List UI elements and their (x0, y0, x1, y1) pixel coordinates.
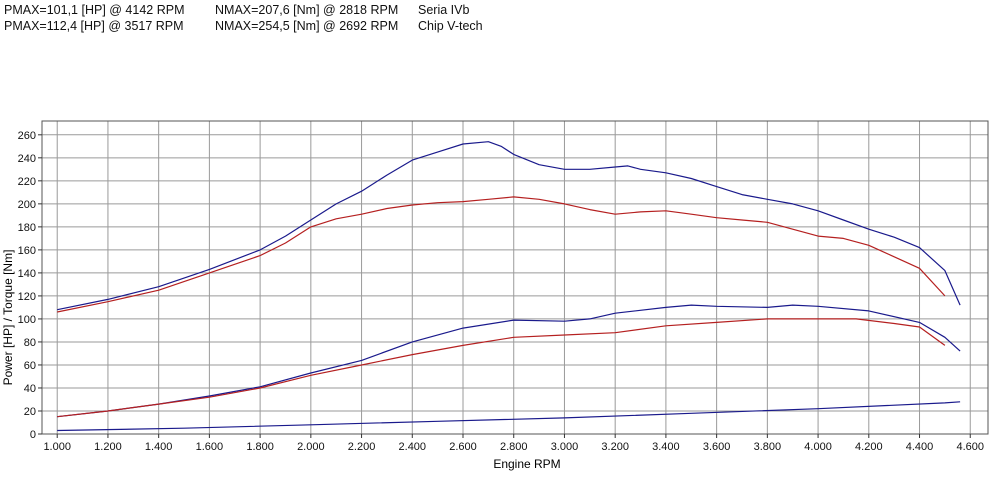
series-line-loss-chip (57, 401, 961, 432)
x-tick-label: 4.000 (804, 441, 832, 453)
x-tick-label: 3.400 (652, 441, 680, 453)
x-tick-label: 2.800 (500, 441, 528, 453)
y-tick-label: 200 (18, 199, 36, 211)
label-chip: Chip V-tech (418, 19, 483, 33)
y-axis-ticks: 0 20 40 60 80 100 120 140 160 180 200 220 240 260 (18, 130, 42, 441)
y-tick-label: 140 (18, 268, 36, 280)
x-tick-label: 2.200 (348, 441, 376, 453)
plot-frame (41, 120, 989, 435)
pmax-stock: PMAX=101,1 [HP] @ 4142 RPM (4, 3, 185, 17)
y-tick-label: 100 (18, 314, 36, 326)
series-line-torque-chip (57, 141, 961, 311)
y-tick-label: 220 (18, 176, 36, 188)
y-tick-label: 60 (24, 360, 36, 372)
x-tick-label: 1.000 (43, 441, 71, 453)
y-tick-label: 260 (18, 130, 36, 142)
x-tick-label: 3.600 (703, 441, 731, 453)
y-tick-label: 120 (18, 291, 36, 303)
pmax-chip: PMAX=112,4 [HP] @ 3517 RPM (4, 19, 184, 33)
x-tick-label: 4.400 (906, 441, 934, 453)
nmax-stock: NMAX=207,6 [Nm] @ 2818 RPM (215, 3, 399, 17)
x-axis-ticks: 1.000 1.200 1.400 1.600 1.800 2.000 2.200 2.400… (43, 434, 984, 453)
x-tick-label: 1.200 (94, 441, 122, 453)
y-tick-label: 80 (24, 337, 36, 349)
header-block: PMAX=101,1 [HP] @ 4142 RPM NMAX=207,6 [N… (4, 2, 483, 34)
y-tick-label: 0 (30, 429, 36, 441)
y-tick-label: 180 (18, 222, 36, 234)
x-tick-label: 4.600 (956, 441, 984, 453)
series-group (57, 141, 961, 432)
x-tick-label: 3.000 (551, 441, 579, 453)
header-row-chip: PMAX=112,4 [HP] @ 3517 RPM NMAX=254,5 [N… (4, 18, 483, 34)
label-stock: Seria IVb (418, 3, 470, 17)
x-tick-label: 4.200 (855, 441, 883, 453)
y-tick-label: 20 (24, 406, 36, 418)
x-tick-label: 3.800 (754, 441, 782, 453)
x-tick-label: 2.600 (449, 441, 477, 453)
x-tick-label: 1.600 (196, 441, 224, 453)
nmax-chip: NMAX=254,5 [Nm] @ 2692 RPM (215, 19, 399, 33)
x-tick-label: 2.000 (297, 441, 325, 453)
plot-area (42, 121, 988, 434)
y-tick-label: 160 (18, 245, 36, 257)
y-tick-label: 240 (18, 153, 36, 165)
x-tick-label: 1.400 (145, 441, 173, 453)
series-line-torque-stock (57, 196, 946, 313)
x-axis-label: Engine RPM (493, 457, 560, 471)
y-tick-label: 40 (24, 383, 36, 395)
x-tick-label: 3.200 (601, 441, 629, 453)
series-line-power-chip (57, 304, 961, 418)
header-row-stock: PMAX=101,1 [HP] @ 4142 RPM NMAX=207,6 [N… (4, 2, 483, 18)
x-tick-label: 2.400 (399, 441, 427, 453)
series-line-power-stock (57, 318, 946, 418)
x-tick-label: 1.800 (246, 441, 274, 453)
y-axis-label: Power [HP] / Torque [Nm] (1, 250, 15, 386)
